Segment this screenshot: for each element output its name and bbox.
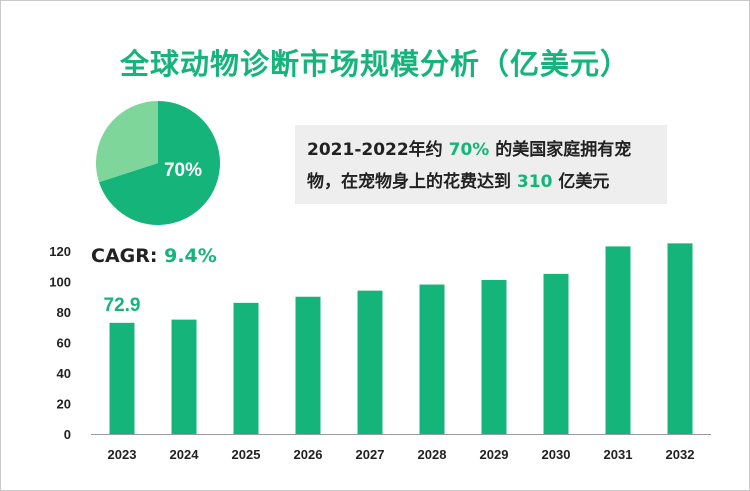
bar <box>171 319 197 434</box>
pie-slice-minor <box>95 101 158 183</box>
bar <box>543 273 569 434</box>
bar <box>605 246 631 434</box>
x-tick-label: 2025 <box>232 447 261 462</box>
y-tick-label: 0 <box>64 427 71 442</box>
x-tick-label: 2024 <box>170 447 200 462</box>
pie-chart: 70% <box>95 101 220 225</box>
data-label: 72.9 <box>104 295 141 316</box>
chart-title: 全球动物诊断市场规模分析（亿美元） <box>119 47 630 81</box>
x-tick-label: 2029 <box>480 447 509 462</box>
cagr-label-text: CAGR: <box>91 245 158 267</box>
y-tick-label: 40 <box>57 366 71 381</box>
bar <box>233 302 259 434</box>
y-tick-label: 80 <box>57 305 71 320</box>
pie-percent-label: 70% <box>164 160 202 181</box>
bar <box>357 290 383 434</box>
bar <box>419 284 445 434</box>
bar <box>667 243 693 434</box>
bar <box>109 322 135 434</box>
callout-highlight-amount: 310 <box>516 172 553 192</box>
x-tick-label: 2032 <box>666 447 695 462</box>
callout-box: 2021-2022年约 70% 的美国家庭拥有宠物，在宠物身上的花费达到 310… <box>295 125 667 204</box>
callout-text-2: 的美国家庭拥有宠物，在宠物身上的花费达到 <box>307 140 632 192</box>
cagr-value: 9.4% <box>164 245 217 267</box>
y-tick-label: 20 <box>57 397 71 412</box>
bar <box>481 279 507 434</box>
callout-text-3: 亿美元 <box>558 172 610 192</box>
cagr-label: CAGR: 9.4% <box>91 245 217 267</box>
y-tick-label: 60 <box>57 336 71 351</box>
x-tick-label: 2027 <box>356 447 385 462</box>
x-tick-label: 2028 <box>418 447 447 462</box>
x-tick-label: 2023 <box>108 447 137 462</box>
pie-slice-major <box>99 101 220 225</box>
bar <box>295 296 321 434</box>
callout-highlight-percent: 70% <box>448 140 490 160</box>
y-tick-label: 100 <box>49 275 71 290</box>
x-tick-label: 2026 <box>294 447 323 462</box>
x-tick-label: 2030 <box>542 447 571 462</box>
x-tick-label: 2031 <box>604 447 633 462</box>
callout-text-1: 2021-2022年约 <box>307 140 443 160</box>
y-tick-label: 120 <box>49 244 71 259</box>
